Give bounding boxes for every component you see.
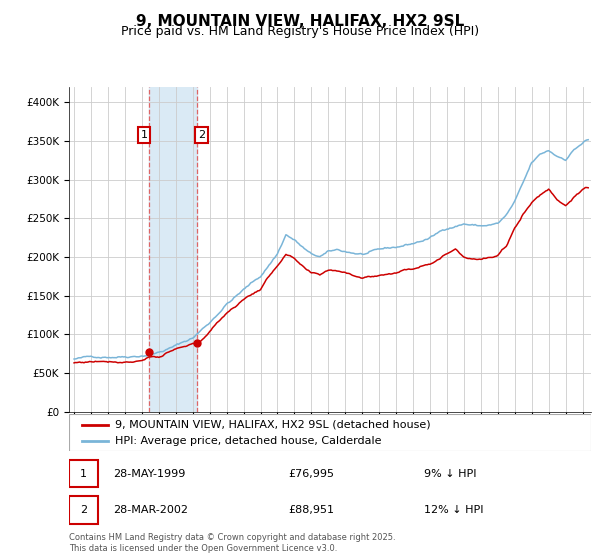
Text: 1: 1 xyxy=(80,469,87,478)
Text: 12% ↓ HPI: 12% ↓ HPI xyxy=(424,505,484,515)
Text: 1: 1 xyxy=(140,130,148,140)
Text: 2: 2 xyxy=(198,130,205,140)
FancyBboxPatch shape xyxy=(69,460,98,487)
Text: £88,951: £88,951 xyxy=(288,505,334,515)
Text: 28-MAR-2002: 28-MAR-2002 xyxy=(113,505,188,515)
Text: 2: 2 xyxy=(80,505,87,515)
Bar xyxy=(149,87,197,412)
Text: 28-MAY-1999: 28-MAY-1999 xyxy=(113,469,186,478)
Text: Contains HM Land Registry data © Crown copyright and database right 2025.
This d: Contains HM Land Registry data © Crown c… xyxy=(69,533,395,553)
Text: £76,995: £76,995 xyxy=(288,469,334,478)
Text: 9, MOUNTAIN VIEW, HALIFAX, HX2 9SL (detached house): 9, MOUNTAIN VIEW, HALIFAX, HX2 9SL (deta… xyxy=(115,419,431,430)
FancyBboxPatch shape xyxy=(69,496,98,524)
FancyBboxPatch shape xyxy=(69,414,591,451)
Text: Price paid vs. HM Land Registry's House Price Index (HPI): Price paid vs. HM Land Registry's House … xyxy=(121,25,479,38)
Text: HPI: Average price, detached house, Calderdale: HPI: Average price, detached house, Cald… xyxy=(115,436,382,446)
Text: 9% ↓ HPI: 9% ↓ HPI xyxy=(424,469,476,478)
Text: 9, MOUNTAIN VIEW, HALIFAX, HX2 9SL: 9, MOUNTAIN VIEW, HALIFAX, HX2 9SL xyxy=(136,14,464,29)
